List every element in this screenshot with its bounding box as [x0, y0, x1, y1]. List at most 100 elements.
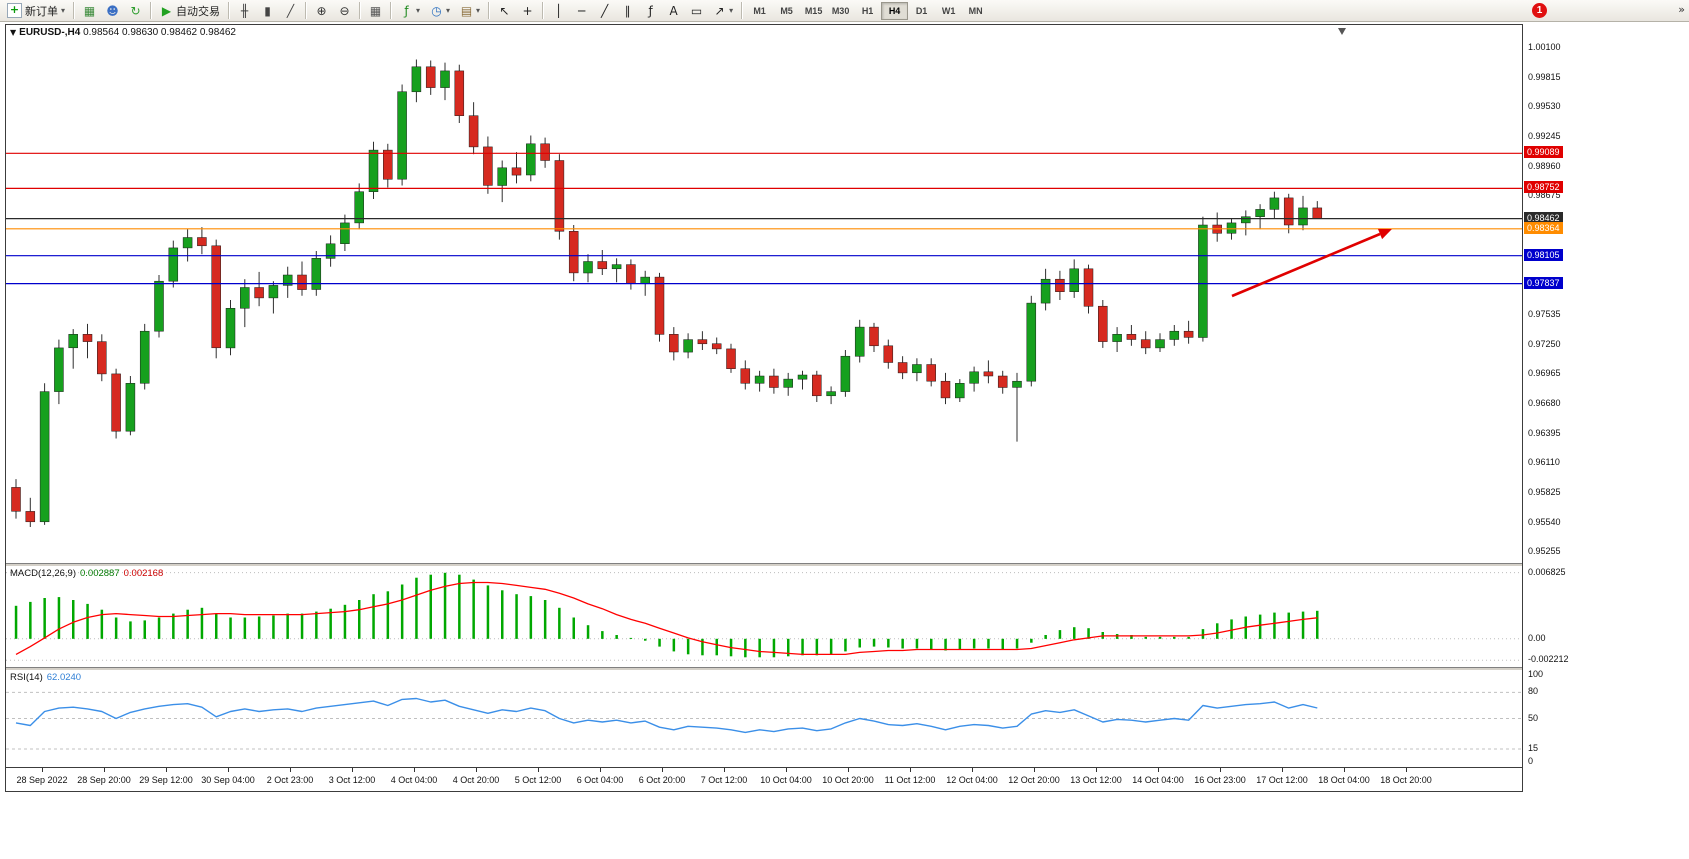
- time-axis-label: 12 Oct 04:00: [946, 775, 998, 785]
- chart-area[interactable]: ▼ EURUSD-,H4 0.98564 0.98630 0.98462 0.98…: [5, 24, 1523, 792]
- price-axis-label: 0.99815: [1528, 71, 1561, 82]
- candlestick-chart[interactable]: [6, 25, 1522, 563]
- rsi-chart[interactable]: [6, 670, 1522, 767]
- autotrading-button[interactable]: ▶ 自动交易: [156, 1, 224, 21]
- timeframe-d1-button[interactable]: D1: [908, 2, 935, 20]
- time-tick: [1282, 768, 1283, 772]
- trendline-icon: ╱: [600, 3, 609, 18]
- time-tick: [662, 768, 663, 772]
- periods-button[interactable]: ◷ ▾: [426, 1, 454, 21]
- fibonacci-button[interactable]: ƒ: [640, 1, 661, 21]
- price-axis[interactable]: 1.00100 0.99815 0.99530 0.99245 0.98960 0.986…: [1524, 24, 1601, 790]
- chart-candles-icon: ▮: [264, 3, 271, 18]
- trendline-button[interactable]: ╱: [594, 1, 615, 21]
- price-axis-label: 0.96395: [1528, 427, 1561, 438]
- trend-arrow-annotation[interactable]: [1231, 228, 1392, 298]
- rsi-level-lines: [6, 691, 1522, 750]
- chart-bars-button[interactable]: ╫: [234, 1, 255, 21]
- vertical-line-button[interactable]: │: [548, 1, 569, 21]
- time-axis-label: 6 Oct 20:00: [638, 775, 686, 785]
- arrows-button[interactable]: ↗ ▾: [709, 1, 737, 21]
- equidistant-channel-button[interactable]: ∥: [617, 1, 638, 21]
- timeframe-w1-button[interactable]: W1: [935, 2, 962, 20]
- chevron-down-icon: ▾: [476, 6, 481, 15]
- autotrading-icon: ▶: [161, 3, 172, 18]
- macd-axis-label: 0.006825: [1528, 566, 1566, 577]
- time-axis[interactable]: 28 Sep 2022 28 Sep 20:00 29 Sep 12:00 30 Se…: [6, 767, 1522, 791]
- price-tag: 0.97837: [1524, 276, 1563, 289]
- new-order-button[interactable]: + 新订单 ▾: [3, 1, 69, 21]
- text-button[interactable]: A: [663, 1, 684, 21]
- time-tick: [1406, 768, 1407, 772]
- toolbar-overflow-icon[interactable]: »: [1678, 3, 1685, 16]
- price-axis-label: 0.99245: [1528, 131, 1561, 142]
- time-tick: [42, 768, 43, 772]
- macd-axis-label: 0.00: [1528, 632, 1546, 643]
- zoom-in-button[interactable]: ⊕: [311, 1, 332, 21]
- candles: [11, 59, 1323, 527]
- horizontal-line-button[interactable]: ─: [571, 1, 592, 21]
- macd-histogram: [14, 572, 1319, 658]
- panel-separator[interactable]: [6, 563, 1522, 566]
- crosshair-button[interactable]: +: [517, 1, 538, 21]
- periods-icon: ◷: [431, 3, 442, 18]
- time-axis-label: 18 Oct 04:00: [1318, 775, 1370, 785]
- timeframe-mn-button[interactable]: MN: [962, 2, 989, 20]
- zoom-in-icon: ⊕: [316, 3, 327, 18]
- chevron-down-icon: ▾: [416, 6, 421, 15]
- chart-shift-marker[interactable]: [1338, 28, 1346, 35]
- time-tick: [538, 768, 539, 772]
- equidistant-channel-icon: ∥: [624, 3, 631, 18]
- time-tick: [166, 768, 167, 772]
- chart-candles-button[interactable]: ▮: [257, 1, 278, 21]
- panel-separator[interactable]: [6, 667, 1522, 670]
- profiles-button[interactable]: ☻: [102, 1, 123, 21]
- macd-chart[interactable]: [6, 566, 1522, 667]
- time-tick: [1344, 768, 1345, 772]
- timeframe-m1-button[interactable]: M1: [746, 2, 773, 20]
- templates-button[interactable]: ▤ ▾: [456, 1, 484, 21]
- timeframe-h1-button[interactable]: H1: [854, 2, 881, 20]
- refresh-button[interactable]: ↻: [125, 1, 146, 21]
- chevron-down-icon: ▾: [61, 6, 66, 15]
- market-watch-icon: ▦: [83, 3, 96, 18]
- time-axis-label: 11 Oct 12:00: [884, 775, 936, 785]
- toolbar-separator: [542, 2, 545, 19]
- notification-badge[interactable]: 1: [1532, 3, 1547, 18]
- market-watch-button[interactable]: ▦: [79, 1, 100, 21]
- rsi-panel[interactable]: RSI(14) 62.0240: [6, 670, 1522, 767]
- indicators-icon: ƒ: [404, 3, 409, 18]
- horizontal-line-icon: ─: [577, 3, 586, 18]
- new-order-icon: +: [7, 3, 22, 18]
- time-axis-label: 29 Sep 12:00: [139, 775, 193, 785]
- toolbar-group: ▦ ☻ ↻: [78, 1, 147, 21]
- crosshair-icon: +: [522, 3, 533, 18]
- arrows-icon: ↗: [714, 3, 725, 18]
- indicators-button[interactable]: ƒ ▾: [396, 1, 424, 21]
- text-label-button[interactable]: ▭: [686, 1, 707, 21]
- price-panel[interactable]: ▼ EURUSD-,H4 0.98564 0.98630 0.98462 0.98…: [6, 25, 1522, 563]
- timeframe-m15-button[interactable]: M15: [800, 2, 827, 20]
- price-axis-label: 1.00100: [1528, 42, 1561, 52]
- timeframe-m5-button[interactable]: M5: [773, 2, 800, 20]
- profiles-icon: ☻: [106, 3, 119, 18]
- horizontal-level-lines[interactable]: [6, 152, 1522, 285]
- text-icon: A: [669, 3, 678, 18]
- time-tick: [910, 768, 911, 772]
- chart-line-button[interactable]: ╱: [280, 1, 301, 21]
- time-tick: [786, 768, 787, 772]
- cursor-button[interactable]: ↖: [494, 1, 515, 21]
- time-tick: [1034, 768, 1035, 772]
- toolbar-group: ƒ ▾ ◷ ▾ ▤ ▾: [395, 1, 485, 21]
- cursor-icon: ↖: [499, 3, 510, 18]
- tile-windows-button[interactable]: ▦: [365, 1, 386, 21]
- timeframe-h4-button[interactable]: H4: [881, 1, 909, 20]
- macd-panel[interactable]: MACD(12,26,9) 0.002887 0.002168: [6, 566, 1522, 667]
- time-axis-label: 12 Oct 20:00: [1008, 775, 1060, 785]
- time-tick: [1096, 768, 1097, 772]
- zoom-out-icon: ⊖: [339, 3, 350, 18]
- price-tag: 0.98752: [1524, 181, 1563, 194]
- timeframe-m30-button[interactable]: M30: [827, 2, 854, 20]
- zoom-out-button[interactable]: ⊖: [334, 1, 355, 21]
